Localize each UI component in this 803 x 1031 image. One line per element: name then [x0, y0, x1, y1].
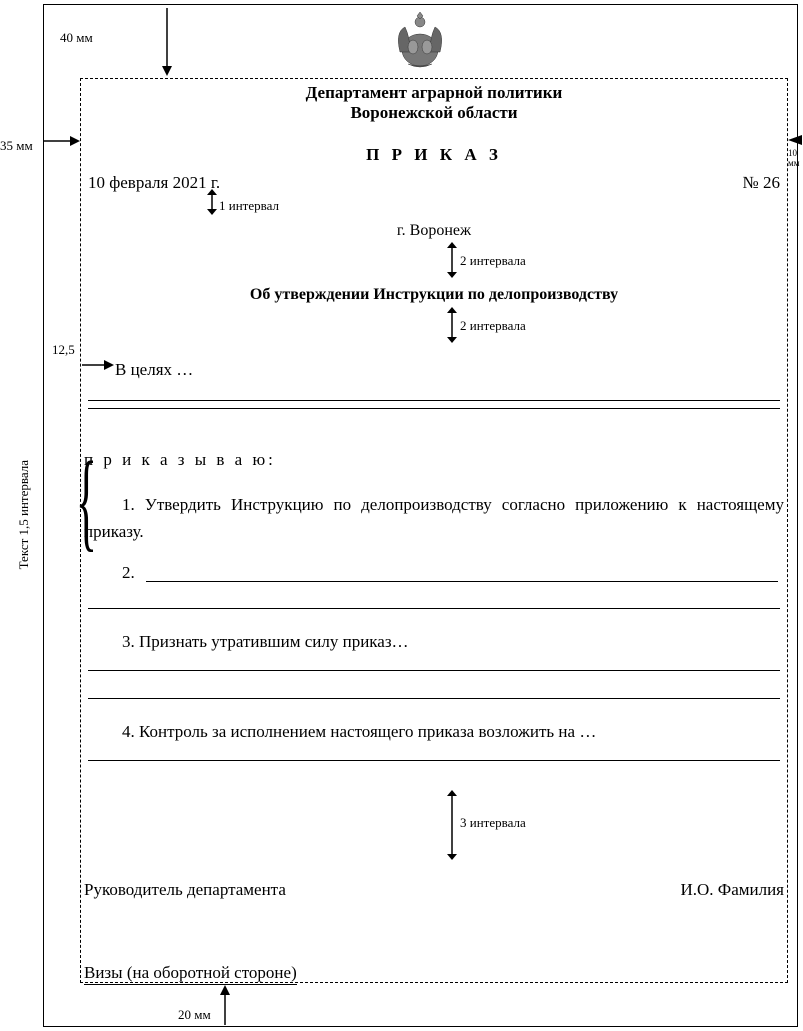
- document-number: № 26: [743, 173, 780, 193]
- blank-line: [88, 670, 780, 671]
- arrow-up-icon: [218, 985, 232, 1030]
- interval-3-label: 3 интервала: [460, 815, 526, 831]
- margin-left-label: 35 мм: [0, 138, 33, 154]
- arrow-vert-icon: [446, 242, 458, 283]
- indent-label: 12,5: [52, 342, 75, 358]
- date-number-row: 10 февраля 2021 г. № 26: [88, 173, 780, 193]
- interval-2-label: 2 интервала: [460, 318, 526, 334]
- item-2-number: 2.: [122, 563, 135, 583]
- arrow-down-icon: [160, 8, 174, 81]
- arrow-vert-icon: [206, 189, 218, 220]
- document-date: 10 февраля 2021 г.: [88, 173, 220, 193]
- subject-line: Об утверждении Инструкции по делопроизво…: [80, 286, 788, 304]
- brace-icon: {: [76, 445, 97, 555]
- department-line-1: Департамент аграрной политики: [80, 83, 788, 103]
- arrow-right-icon: [82, 358, 114, 377]
- arrow-right-icon: [44, 134, 80, 153]
- item-4: 4. Контроль за исполнением настоящего пр…: [122, 722, 596, 742]
- arrow-vert-icon: [446, 307, 458, 348]
- item-1: 1. Утвердить Инструкцию по делопроизводс…: [84, 491, 784, 545]
- city: г. Воронеж: [80, 222, 788, 240]
- blank-line: [88, 698, 780, 699]
- order-keyword: п р и к а з ы в а ю:: [84, 450, 276, 470]
- margin-top-label: 40 мм: [60, 30, 93, 46]
- blank-line: [146, 581, 778, 582]
- blank-line: [88, 608, 780, 609]
- signer-position: Руководитель департамента: [84, 880, 286, 900]
- margin-bottom-label: 20 мм: [178, 1007, 211, 1023]
- item-1-text: 1. Утвердить Инструкцию по делопроизводс…: [84, 491, 784, 545]
- arrow-vert-icon: [446, 790, 458, 865]
- blank-line: [88, 408, 780, 409]
- interval-1-label: 1 интервал: [219, 198, 279, 214]
- signature-row: Руководитель департамента И.О. Фамилия: [84, 880, 784, 900]
- department-line-2: Воронежской области: [80, 103, 788, 123]
- blank-line: [88, 760, 780, 761]
- emblem-icon: [380, 12, 460, 72]
- signer-name: И.О. Фамилия: [680, 880, 784, 900]
- preamble-text: В целях …: [115, 360, 193, 380]
- blank-line: [88, 400, 780, 401]
- document-title: П Р И К А З: [80, 145, 788, 165]
- arrow-left-icon: [788, 133, 802, 152]
- interval-2-label: 2 интервала: [460, 253, 526, 269]
- visas-note: Визы (на оборотной стороне): [84, 963, 297, 985]
- line-spacing-side-label: Текст 1,5 интервала: [16, 460, 32, 569]
- item-3: 3. Признать утратившим силу приказ…: [122, 632, 409, 652]
